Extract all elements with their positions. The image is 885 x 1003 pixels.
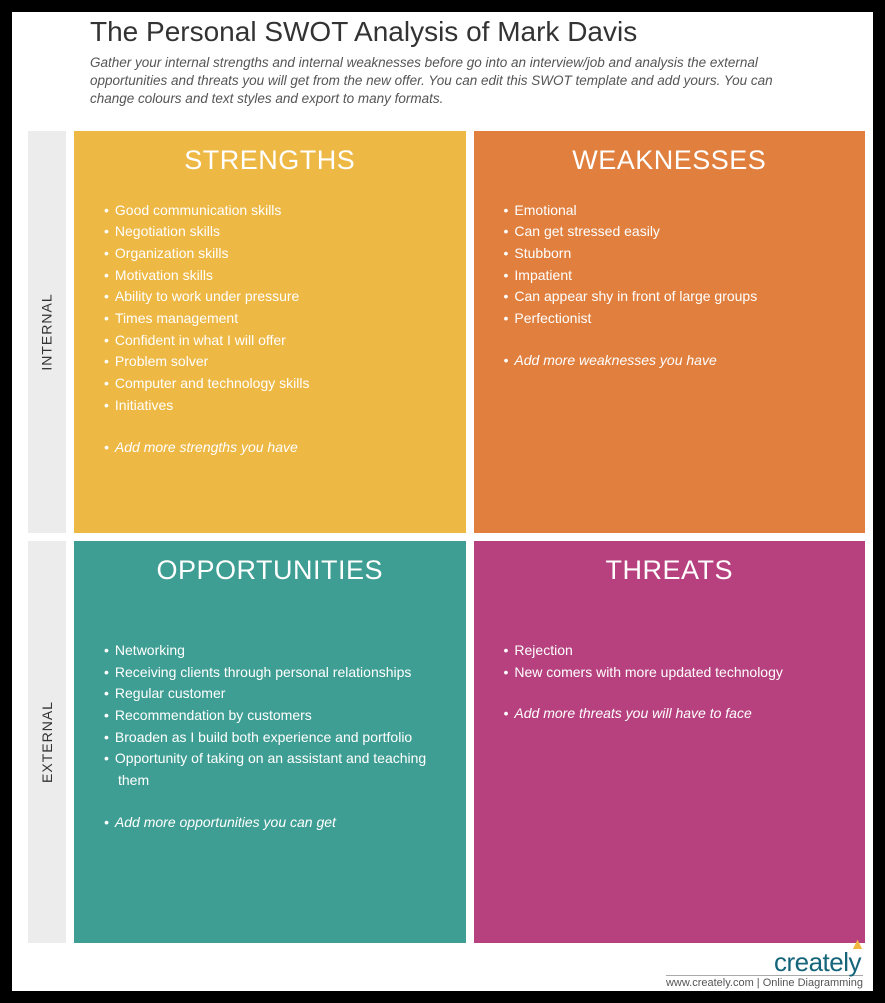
list-item: Impatient xyxy=(518,265,846,287)
list-item: Can appear shy in front of large groups xyxy=(518,286,846,308)
logo-word: creately xyxy=(774,947,861,977)
list-item: Stubborn xyxy=(518,243,846,265)
list-item: Receiving clients through personal relat… xyxy=(118,662,446,684)
list-item: Confident in what I will offer xyxy=(118,330,446,352)
list-item: Recommendation by customers xyxy=(118,705,446,727)
list-item: Opportunity of taking on an assistant an… xyxy=(118,748,446,791)
footer-caption: www.creately.com | Online Diagramming xyxy=(666,975,863,989)
internal-cells: STRENGTHS Good communication skillsNegot… xyxy=(74,131,865,533)
list-item-prompt: Add more threats you will have to face xyxy=(518,703,846,725)
page-title: The Personal SWOT Analysis of Mark Davis xyxy=(90,16,803,48)
page-subtitle: Gather your internal strengths and inter… xyxy=(90,54,803,109)
threats-quadrant: THREATS RejectionNew comers with more up… xyxy=(474,541,866,943)
list-item: Problem solver xyxy=(118,351,446,373)
list-item-prompt: Add more opportunities you can get xyxy=(118,812,446,834)
list-item: Computer and technology skills xyxy=(118,373,446,395)
list-item-prompt: Add more strengths you have xyxy=(118,437,446,459)
list-item: Regular customer xyxy=(118,683,446,705)
list-item: Motivation skills xyxy=(118,265,446,287)
list-item: Initiatives xyxy=(118,395,446,417)
list-item: Networking xyxy=(118,640,446,662)
opportunities-list: NetworkingReceiving clients through pers… xyxy=(94,640,446,834)
weaknesses-title: WEAKNESSES xyxy=(494,145,846,176)
list-item: Good communication skills xyxy=(118,200,446,222)
weaknesses-quadrant: WEAKNESSES EmotionalCan get stressed eas… xyxy=(474,131,866,533)
opportunities-title: OPPORTUNITIES xyxy=(94,555,446,586)
footer: creately ▲ www.creately.com | Online Dia… xyxy=(12,943,873,991)
list-item: Emotional xyxy=(518,200,846,222)
list-item: Broaden as I build both experience and p… xyxy=(118,727,446,749)
opportunities-quadrant: OPPORTUNITIES NetworkingReceiving client… xyxy=(74,541,466,943)
list-item: Rejection xyxy=(518,640,846,662)
creately-logo: creately ▲ www.creately.com | Online Dia… xyxy=(666,949,863,989)
external-row: EXTERNAL OPPORTUNITIES NetworkingReceivi… xyxy=(28,541,865,943)
list-item: New comers with more updated technology xyxy=(518,662,846,684)
list-item: Negotiation skills xyxy=(118,221,446,243)
list-item: Perfectionist xyxy=(518,308,846,330)
list-item-prompt: Add more weaknesses you have xyxy=(518,350,846,372)
weaknesses-list: EmotionalCan get stressed easilyStubborn… xyxy=(494,200,846,372)
internal-label-text: INTERNAL xyxy=(39,293,55,370)
threats-title: THREATS xyxy=(494,555,846,586)
external-label: EXTERNAL xyxy=(28,541,66,943)
internal-row: INTERNAL STRENGTHS Good communication sk… xyxy=(28,131,865,533)
header: The Personal SWOT Analysis of Mark Davis… xyxy=(12,12,873,121)
internal-label: INTERNAL xyxy=(28,131,66,533)
list-item: Organization skills xyxy=(118,243,446,265)
list-item: Times management xyxy=(118,308,446,330)
logo-text: creately ▲ xyxy=(774,949,863,975)
strengths-quadrant: STRENGTHS Good communication skillsNegot… xyxy=(74,131,466,533)
external-cells: OPPORTUNITIES NetworkingReceiving client… xyxy=(74,541,865,943)
strengths-list: Good communication skillsNegotiation ski… xyxy=(94,200,446,459)
lightbulb-icon: ▲ xyxy=(850,937,865,953)
external-label-text: EXTERNAL xyxy=(39,701,55,783)
page: The Personal SWOT Analysis of Mark Davis… xyxy=(12,12,873,991)
threats-list: RejectionNew comers with more updated te… xyxy=(494,640,846,725)
strengths-title: STRENGTHS xyxy=(94,145,446,176)
swot-grid: INTERNAL STRENGTHS Good communication sk… xyxy=(12,121,873,943)
list-item: Can get stressed easily xyxy=(518,221,846,243)
list-item: Ability to work under pressure xyxy=(118,286,446,308)
